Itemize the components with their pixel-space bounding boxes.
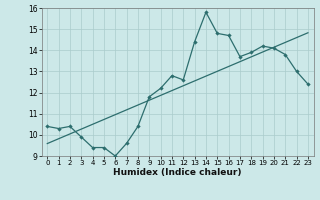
X-axis label: Humidex (Indice chaleur): Humidex (Indice chaleur) [113,168,242,177]
